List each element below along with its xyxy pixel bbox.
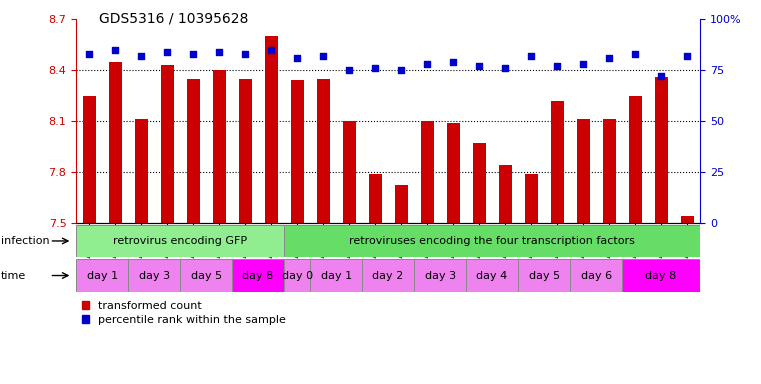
Point bbox=[369, 65, 381, 71]
Point bbox=[109, 47, 121, 53]
Bar bbox=[518, 259, 570, 292]
Point bbox=[343, 67, 355, 73]
Bar bbox=[135, 119, 148, 223]
Text: day 5: day 5 bbox=[529, 270, 559, 281]
Bar bbox=[622, 259, 700, 292]
Point bbox=[421, 61, 433, 67]
Text: day 2: day 2 bbox=[372, 270, 404, 281]
Point bbox=[655, 73, 667, 79]
Text: day 0: day 0 bbox=[282, 270, 313, 281]
Bar bbox=[680, 216, 693, 223]
Bar bbox=[310, 259, 362, 292]
Point bbox=[681, 53, 693, 59]
Bar bbox=[577, 119, 590, 223]
Point bbox=[525, 53, 537, 59]
Text: day 1: day 1 bbox=[320, 270, 352, 281]
Bar bbox=[291, 80, 304, 223]
Bar bbox=[551, 101, 564, 223]
Text: day 1: day 1 bbox=[87, 270, 118, 281]
Text: day 3: day 3 bbox=[139, 270, 170, 281]
Bar bbox=[473, 143, 486, 223]
Text: day 4: day 4 bbox=[476, 270, 508, 281]
Bar bbox=[212, 70, 225, 223]
Point bbox=[135, 53, 147, 59]
Bar bbox=[284, 259, 310, 292]
Bar bbox=[186, 79, 199, 223]
Point bbox=[473, 63, 486, 69]
Bar bbox=[421, 121, 434, 223]
Point bbox=[629, 51, 642, 57]
Bar bbox=[76, 225, 284, 257]
Bar bbox=[83, 96, 96, 223]
Bar bbox=[109, 61, 122, 223]
Point bbox=[291, 55, 303, 61]
Bar bbox=[284, 225, 700, 257]
Point bbox=[395, 67, 407, 73]
Bar bbox=[603, 119, 616, 223]
Bar bbox=[368, 174, 381, 223]
Point bbox=[83, 51, 95, 57]
Bar bbox=[629, 96, 642, 223]
Bar bbox=[232, 259, 284, 292]
Point bbox=[161, 49, 174, 55]
Text: time: time bbox=[1, 270, 26, 281]
Point bbox=[577, 61, 589, 67]
Bar bbox=[654, 77, 667, 223]
Bar bbox=[447, 122, 460, 223]
Bar bbox=[362, 259, 414, 292]
Text: day 8: day 8 bbox=[645, 270, 677, 281]
Point bbox=[499, 65, 511, 71]
Bar bbox=[395, 185, 408, 223]
Point bbox=[317, 53, 330, 59]
Text: day 5: day 5 bbox=[190, 270, 221, 281]
Bar bbox=[239, 79, 252, 223]
Text: day 6: day 6 bbox=[581, 270, 612, 281]
Bar bbox=[76, 259, 128, 292]
Bar bbox=[466, 259, 518, 292]
Text: retrovirus encoding GFP: retrovirus encoding GFP bbox=[113, 236, 247, 246]
Point bbox=[265, 47, 277, 53]
Bar bbox=[414, 259, 466, 292]
Bar bbox=[570, 259, 622, 292]
Point bbox=[447, 59, 459, 65]
Point bbox=[551, 63, 563, 69]
Bar bbox=[524, 174, 537, 223]
Bar bbox=[317, 79, 330, 223]
Text: day 8: day 8 bbox=[243, 270, 274, 281]
Text: retroviruses encoding the four transcription factors: retroviruses encoding the four transcrip… bbox=[349, 236, 635, 246]
Legend: transformed count, percentile rank within the sample: transformed count, percentile rank withi… bbox=[81, 301, 286, 324]
Point bbox=[187, 51, 199, 57]
Bar bbox=[161, 65, 174, 223]
Point bbox=[213, 49, 225, 55]
Bar bbox=[180, 259, 232, 292]
Bar bbox=[128, 259, 180, 292]
Bar bbox=[342, 121, 355, 223]
Bar bbox=[265, 36, 278, 223]
Text: day 3: day 3 bbox=[425, 270, 456, 281]
Point bbox=[239, 51, 251, 57]
Bar bbox=[498, 165, 511, 223]
Point bbox=[603, 55, 615, 61]
Text: infection: infection bbox=[1, 236, 49, 246]
Text: GDS5316 / 10395628: GDS5316 / 10395628 bbox=[99, 12, 248, 25]
